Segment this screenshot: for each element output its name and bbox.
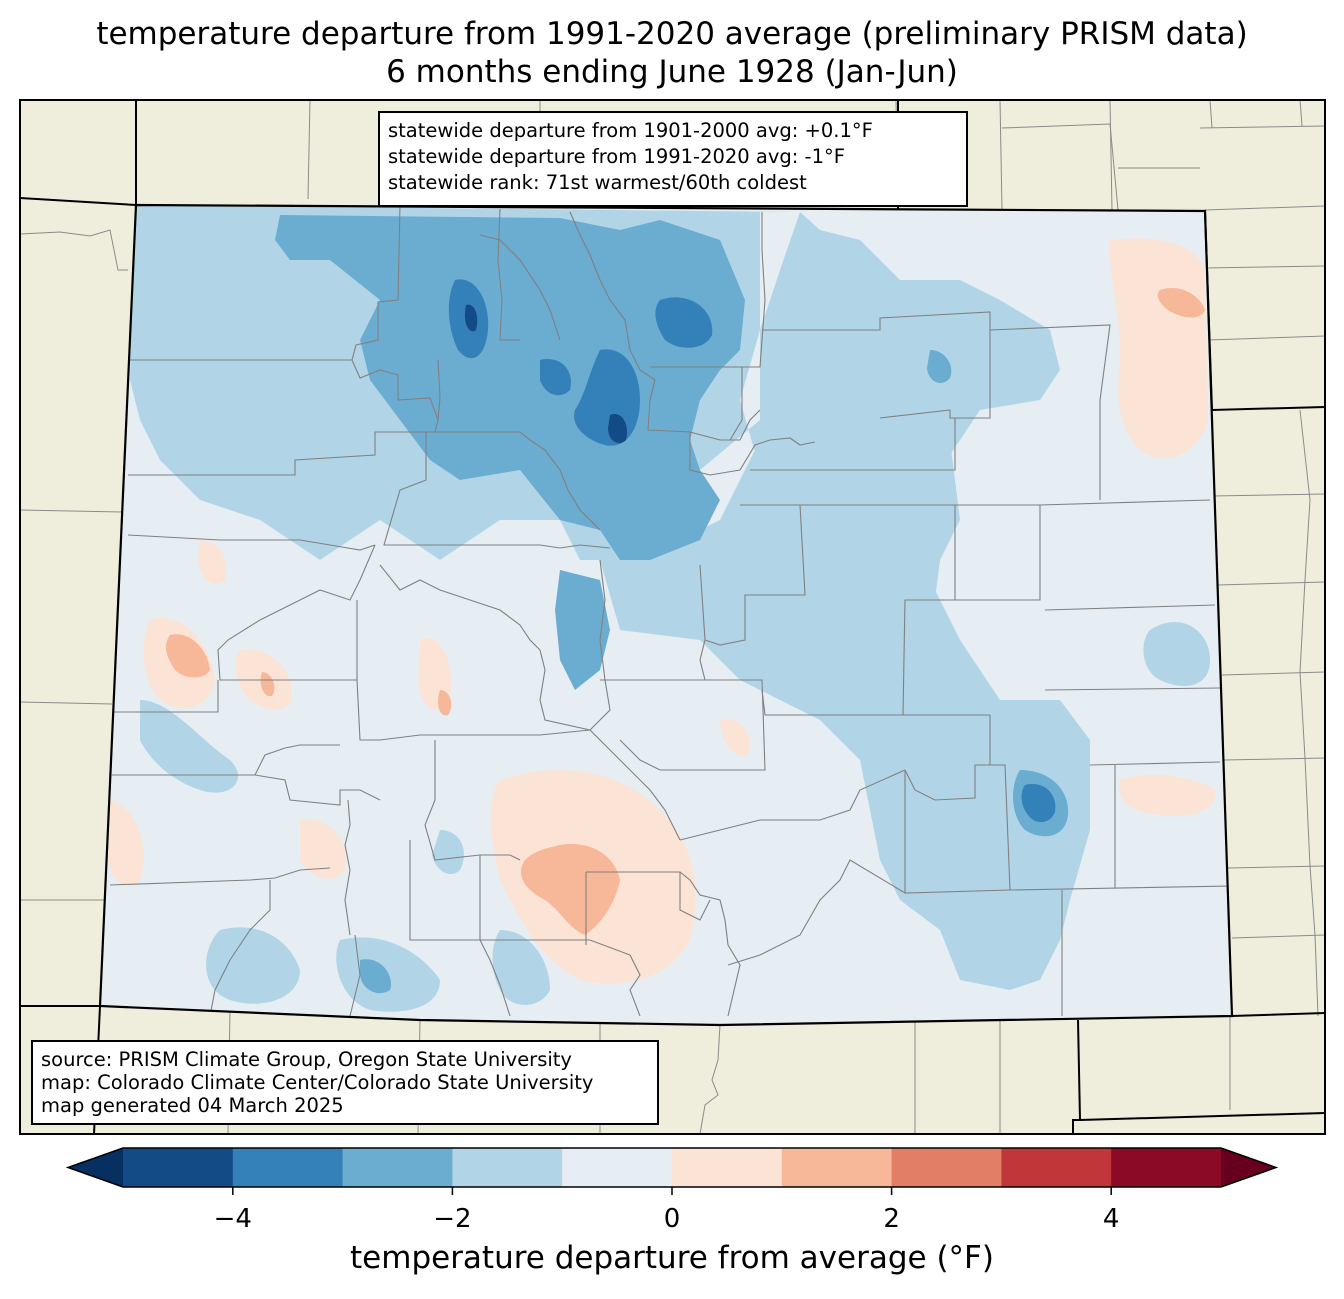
colorbar-bin: [452, 1148, 563, 1187]
colorbar-tick-label: 2: [883, 1204, 900, 1234]
colorbar-outline: [65, 1147, 1279, 1188]
colorbar: [65, 1147, 1279, 1195]
temperature-field: [100, 205, 1232, 1025]
colorbar-tick-label: 4: [1102, 1204, 1120, 1234]
colorbar-tick-label: −2: [433, 1204, 472, 1234]
generated-date: map generated 04 March 2025: [41, 1094, 344, 1117]
stats-rank: statewide rank: 71st warmest/60th coldes…: [388, 171, 807, 194]
source-box: source: PRISM Climate Group, Oregon Stat…: [31, 1040, 659, 1125]
colorbar-bin: [562, 1148, 673, 1187]
colorbar-bin: [672, 1148, 783, 1187]
colorbar-bin: [1111, 1148, 1222, 1187]
map-title-line1: temperature departure from 1991-2020 ave…: [96, 16, 1248, 52]
stats-departure-1991-2020: statewide departure from 1991-2020 avg: …: [388, 145, 845, 168]
statewide-stats-box: statewide departure from 1901-2000 avg: …: [378, 111, 968, 207]
colorbar-tick-label: −4: [213, 1204, 252, 1234]
colorbar-tick-label: 0: [663, 1204, 681, 1234]
colorbar-bin: [891, 1148, 1002, 1187]
colorbar-under-extension: [68, 1148, 123, 1187]
colorbar-bin: [232, 1148, 344, 1187]
colorbar-bin: [781, 1148, 893, 1187]
colorbar-bin: [342, 1148, 453, 1187]
map-frame: [19, 99, 1326, 1135]
stats-departure-1901-2000: statewide departure from 1901-2000 avg: …: [388, 119, 873, 142]
colorbar-label: temperature departure from average (°F): [350, 1240, 994, 1276]
map-credit: map: Colorado Climate Center/Colorado St…: [41, 1071, 594, 1094]
source-credit: source: PRISM Climate Group, Oregon Stat…: [41, 1048, 572, 1071]
county-lines: [109, 205, 1231, 1017]
colorbar-bin: [123, 1148, 234, 1187]
map-title-line2: 6 months ending June 1928 (Jan-Jun): [386, 54, 958, 90]
colorbar-over-extension: [1221, 1148, 1276, 1187]
colorbar-bin: [1001, 1148, 1112, 1187]
